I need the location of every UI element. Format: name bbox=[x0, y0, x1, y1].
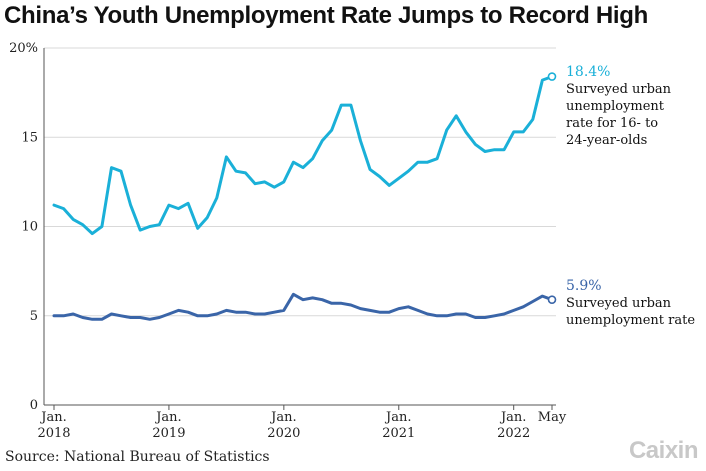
series-line-overall bbox=[52, 292, 554, 321]
end-marker-overall bbox=[547, 295, 557, 304]
x-tick-year: 2021 bbox=[382, 426, 415, 441]
value-label-overall: 5.9% bbox=[566, 278, 602, 294]
source-note: Source: National Bureau of Statistics bbox=[5, 449, 270, 465]
series-lines bbox=[52, 72, 557, 321]
series-label-youth: unemployment bbox=[566, 99, 665, 114]
y-tick-label: 0 bbox=[30, 398, 38, 413]
x-tick-year: 2018 bbox=[37, 426, 70, 441]
x-tick-label: Jan. bbox=[269, 410, 296, 425]
caixin-logo: Caixin bbox=[628, 437, 699, 464]
axes: 05101520%Jan.2018Jan.2019Jan.2020Jan.202… bbox=[9, 41, 567, 441]
x-tick-year: 2019 bbox=[152, 426, 185, 441]
y-tick-label: 5 bbox=[30, 309, 38, 324]
x-tick-year: 2020 bbox=[267, 426, 300, 441]
y-tick-label: 15 bbox=[21, 130, 38, 145]
series-label-overall: Surveyed urban bbox=[566, 296, 672, 311]
x-tick-label: Jan. bbox=[384, 410, 411, 425]
y-tick-label: 10 bbox=[21, 220, 38, 235]
x-tick-label: Jan. bbox=[154, 410, 181, 425]
y-tick-label: 20% bbox=[9, 41, 38, 56]
chart-title: China’s Youth Unemployment Rate Jumps to… bbox=[4, 2, 649, 29]
series-line-youth bbox=[52, 75, 554, 236]
x-tick-label: May bbox=[538, 410, 567, 425]
gridlines bbox=[44, 47, 556, 317]
series-label-overall: unemployment rate bbox=[566, 313, 695, 328]
series-label-youth: 24-year-olds bbox=[566, 133, 647, 148]
x-tick-label: Jan. bbox=[39, 410, 66, 425]
x-tick-year: 2022 bbox=[497, 426, 530, 441]
end-marker-youth bbox=[547, 72, 557, 81]
annotations: 18.4% Surveyed urban unemployment rate for … bbox=[566, 64, 695, 328]
value-label-youth: 18.4% bbox=[566, 64, 610, 80]
series-label-youth: Surveyed urban bbox=[566, 82, 672, 97]
x-tick-label: Jan. bbox=[499, 410, 526, 425]
series-label-youth: rate for 16- to bbox=[566, 116, 658, 131]
